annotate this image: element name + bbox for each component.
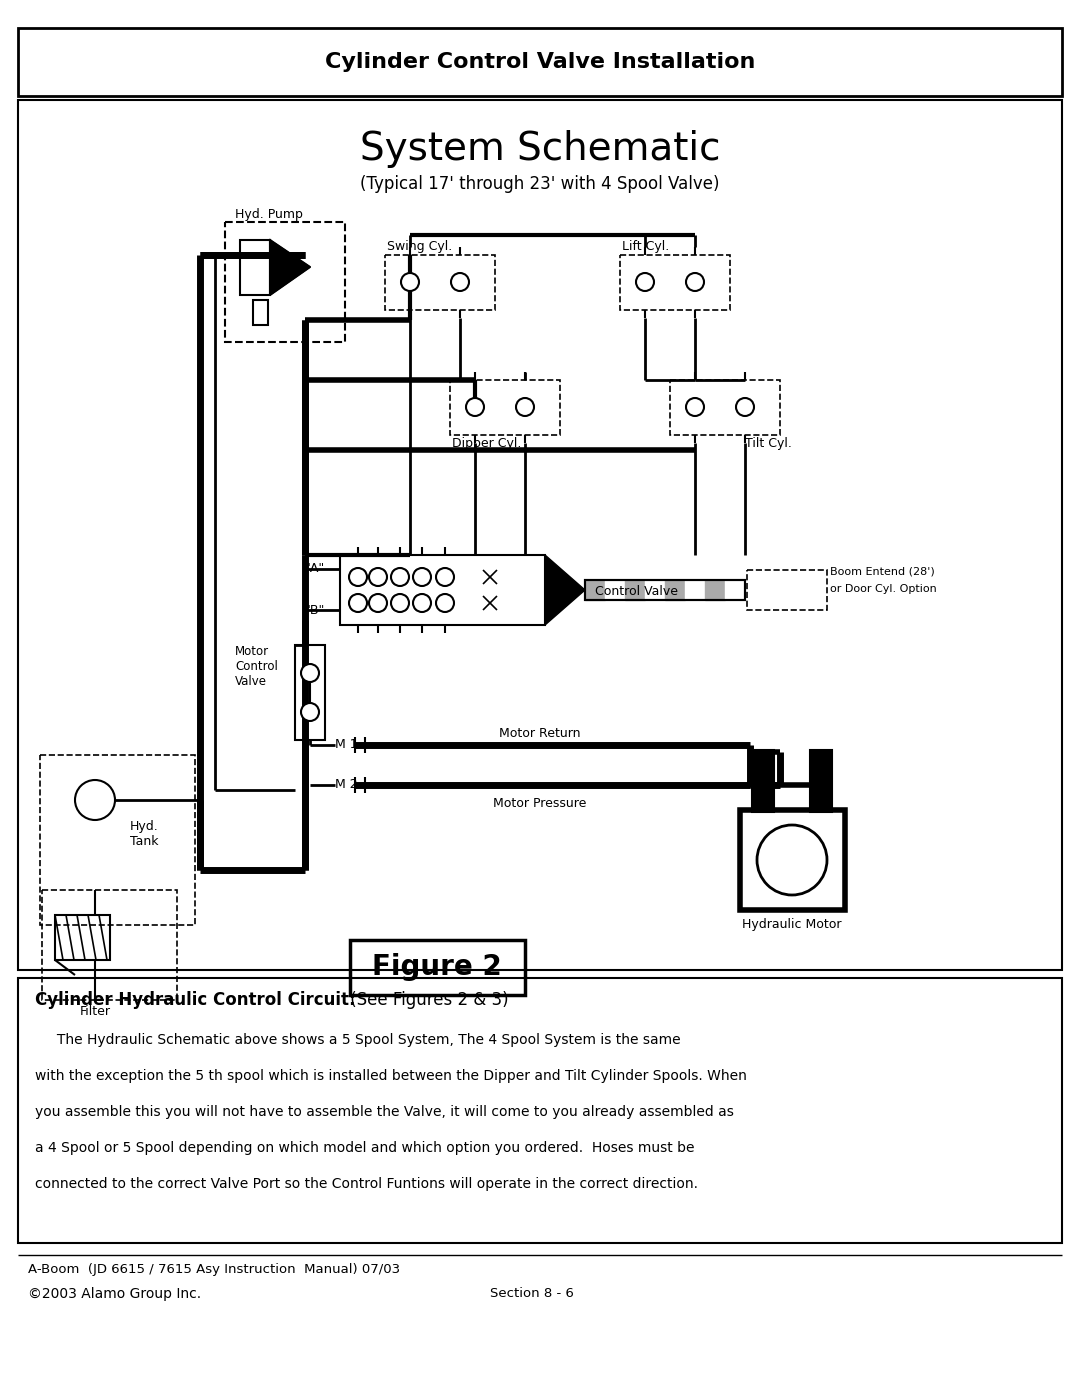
Circle shape [516,398,534,416]
Circle shape [413,594,431,612]
Bar [225,222,345,342]
Circle shape [686,398,704,416]
Bar [240,240,270,295]
Circle shape [451,272,469,291]
Text: M 2: M 2 [335,778,357,792]
Text: Hyd.
Tank: Hyd. Tank [130,820,159,848]
Text: Section 8 - 6: Section 8 - 6 [490,1287,573,1301]
Text: Tilt Cyl.: Tilt Cyl. [745,437,792,450]
Bar [18,101,1062,970]
Polygon shape [270,240,310,295]
Text: or Door Cyl. Option: or Door Cyl. Option [831,584,936,594]
Bar [18,28,1062,96]
Bar [585,580,745,599]
Circle shape [636,272,654,291]
Polygon shape [685,580,705,599]
Bar [450,380,561,434]
Polygon shape [705,580,725,599]
Bar [752,750,774,812]
Polygon shape [585,580,605,599]
Text: Control Valve: Control Valve [595,585,678,598]
Circle shape [757,826,827,895]
Text: with the exception the 5 th spool which is installed between the Dipper and Tilt: with the exception the 5 th spool which … [35,1069,747,1083]
Circle shape [436,594,454,612]
Bar [350,940,525,995]
Text: you assemble this you will not have to assemble the Valve, it will come to you a: you assemble this you will not have to a… [35,1105,734,1119]
Text: Hyd. Pump: Hyd. Pump [235,208,302,221]
Circle shape [75,780,114,820]
Text: Filter: Filter [80,1004,110,1018]
Circle shape [369,594,387,612]
Circle shape [436,569,454,585]
Bar [384,256,495,310]
Bar [740,810,845,909]
Text: The Hydraulic Schematic above shows a 5 Spool System, The 4 Spool System is the : The Hydraulic Schematic above shows a 5 … [35,1032,680,1046]
Text: Cylinder Control Valve Installation: Cylinder Control Valve Installation [325,52,755,73]
Text: connected to the correct Valve Port so the Control Funtions will operate in the : connected to the correct Valve Port so t… [35,1178,698,1192]
Circle shape [301,664,319,682]
Polygon shape [605,580,625,599]
Polygon shape [725,580,745,599]
Text: A-Boom  (JD 6615 / 7615 Asy Instruction  Manual) 07/03: A-Boom (JD 6615 / 7615 Asy Instruction M… [28,1263,400,1275]
Text: Swing Cyl.: Swing Cyl. [387,240,453,253]
Bar [585,580,745,599]
Text: Dipper Cyl.: Dipper Cyl. [453,437,522,450]
Text: M 1: M 1 [335,739,357,752]
Bar [670,380,780,434]
Circle shape [369,569,387,585]
Text: ©2003 Alamo Group Inc.: ©2003 Alamo Group Inc. [28,1287,201,1301]
Text: Hydraulic Motor: Hydraulic Motor [742,918,841,930]
Polygon shape [665,580,685,599]
Circle shape [413,569,431,585]
Polygon shape [625,580,645,599]
Circle shape [349,594,367,612]
Bar [40,754,195,925]
Circle shape [686,272,704,291]
Circle shape [391,594,409,612]
Text: System Schematic: System Schematic [360,130,720,168]
Text: (See Figures 2 & 3): (See Figures 2 & 3) [345,990,509,1009]
Text: Lift Cyl.: Lift Cyl. [622,240,670,253]
Polygon shape [545,555,585,624]
Text: Boom Entend (28'): Boom Entend (28') [831,566,935,576]
Text: "A": "A" [305,563,325,576]
Circle shape [391,569,409,585]
Text: Motor Pressure: Motor Pressure [494,798,586,810]
Bar [340,555,545,624]
Text: Motor
Control
Valve: Motor Control Valve [235,645,278,687]
Polygon shape [645,580,665,599]
Text: (Typical 17' through 23' with 4 Spool Valve): (Typical 17' through 23' with 4 Spool Va… [361,175,719,193]
Text: Figure 2: Figure 2 [373,953,502,981]
Circle shape [401,272,419,291]
Bar [253,300,268,326]
Bar [18,978,1062,1243]
Text: Motor Return: Motor Return [499,726,581,740]
Bar [295,645,325,740]
Bar [810,750,832,812]
Circle shape [301,703,319,721]
Text: Cylinder Hydraulic Control Circuit:: Cylinder Hydraulic Control Circuit: [35,990,355,1009]
Bar [747,570,827,610]
Circle shape [349,569,367,585]
Text: a 4 Spool or 5 Spool depending on which model and which option you ordered.  Hos: a 4 Spool or 5 Spool depending on which … [35,1141,694,1155]
Bar [55,915,110,960]
Bar [42,890,177,1000]
Circle shape [735,398,754,416]
Text: "B": "B" [305,604,325,616]
Circle shape [465,398,484,416]
Bar [620,256,730,310]
